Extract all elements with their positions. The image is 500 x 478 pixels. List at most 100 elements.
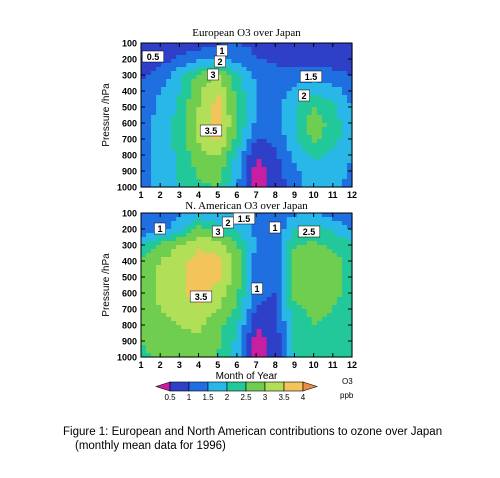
- field-cell: [341, 155, 348, 160]
- field-cell: [316, 261, 323, 266]
- field-cell: [181, 213, 187, 218]
- field-cell: [226, 233, 233, 238]
- field-cell: [246, 135, 253, 140]
- x-tick-label: 4: [196, 190, 201, 200]
- field-cell: [341, 183, 348, 188]
- field-cell: [176, 337, 182, 342]
- contour-label: 1: [154, 222, 166, 235]
- field-cell: [141, 183, 147, 188]
- field-cell: [186, 47, 192, 52]
- field-cell: [156, 95, 162, 100]
- field-cell: [146, 249, 152, 254]
- field-cell: [261, 249, 268, 254]
- field-cell: [286, 229, 293, 234]
- field-cell: [241, 159, 248, 164]
- field-cell: [221, 163, 227, 168]
- colorbar-tick-label: 2: [225, 393, 230, 402]
- field-cell: [346, 301, 353, 306]
- field-cell: [321, 147, 328, 152]
- field-cell: [296, 99, 303, 104]
- field-cell: [341, 151, 348, 156]
- field-cell: [216, 337, 222, 342]
- field-cell: [226, 151, 233, 156]
- field-cell: [301, 99, 308, 104]
- field-cell: [261, 253, 268, 258]
- field-cell: [146, 297, 152, 302]
- contour-label-box: [212, 225, 224, 238]
- field-cell: [281, 225, 288, 230]
- field-cell: [256, 79, 263, 84]
- field-cell: [346, 229, 353, 234]
- field-cell: [286, 353, 293, 358]
- field-cell: [286, 309, 293, 314]
- field-cell: [276, 111, 283, 116]
- field-cell: [241, 99, 248, 104]
- field-cell: [266, 265, 273, 270]
- field-cell: [226, 301, 233, 306]
- field-cell: [241, 127, 248, 132]
- field-cell: [141, 213, 147, 218]
- field-cell: [166, 353, 172, 358]
- field-cell: [261, 321, 268, 326]
- field-cell: [231, 155, 238, 160]
- field-cell: [226, 309, 233, 314]
- field-cell: [251, 179, 258, 184]
- field-cell: [326, 131, 333, 136]
- field-cell: [156, 179, 162, 184]
- field-cell: [161, 341, 167, 346]
- field-cell: [226, 79, 233, 84]
- field-cell: [201, 75, 207, 80]
- field-cell: [186, 103, 192, 108]
- field-cell: [321, 221, 328, 226]
- field-cell: [261, 245, 268, 250]
- field-cell: [276, 127, 283, 132]
- field-cell: [231, 91, 238, 96]
- field-cell: [226, 337, 233, 342]
- field-cell: [226, 265, 233, 270]
- field-cell: [251, 273, 258, 278]
- field-cell: [286, 241, 293, 246]
- field-cell: [161, 175, 167, 180]
- field-cell: [201, 261, 207, 266]
- field-cell: [231, 175, 238, 180]
- field-cell: [331, 297, 338, 302]
- field-cell: [181, 321, 187, 326]
- field-cell: [186, 289, 192, 294]
- field-cell: [286, 67, 293, 72]
- field-cell: [221, 337, 227, 342]
- field-cell: [301, 47, 308, 52]
- field-cell: [181, 51, 187, 56]
- field-cell: [266, 249, 273, 254]
- field-cell: [221, 107, 227, 112]
- field-cell: [171, 285, 177, 290]
- field-cell: [286, 317, 293, 322]
- field-cell: [261, 233, 268, 238]
- field-cell: [206, 321, 212, 326]
- field-cell: [346, 59, 353, 64]
- field-cell: [211, 213, 217, 218]
- field-cell: [156, 71, 162, 76]
- field-cell: [316, 83, 323, 88]
- field-cell: [266, 273, 273, 278]
- field-cell: [156, 277, 162, 282]
- field-cell: [146, 43, 152, 48]
- field-cell: [326, 171, 333, 176]
- field-cell: [281, 159, 288, 164]
- field-cell: [291, 47, 298, 52]
- field-cell: [226, 163, 233, 168]
- field-cell: [191, 159, 197, 164]
- field-cell: [336, 151, 343, 156]
- field-cell: [181, 167, 187, 172]
- field-cell: [241, 63, 248, 68]
- field-cell: [236, 289, 243, 294]
- field-cell: [186, 79, 192, 84]
- field-cell: [211, 47, 217, 52]
- field-cell: [236, 59, 243, 64]
- field-cell: [176, 99, 182, 104]
- field-cell: [251, 321, 258, 326]
- field-cell: [331, 233, 338, 238]
- field-cell: [181, 313, 187, 318]
- field-cell: [226, 87, 233, 92]
- field-cell: [271, 119, 278, 124]
